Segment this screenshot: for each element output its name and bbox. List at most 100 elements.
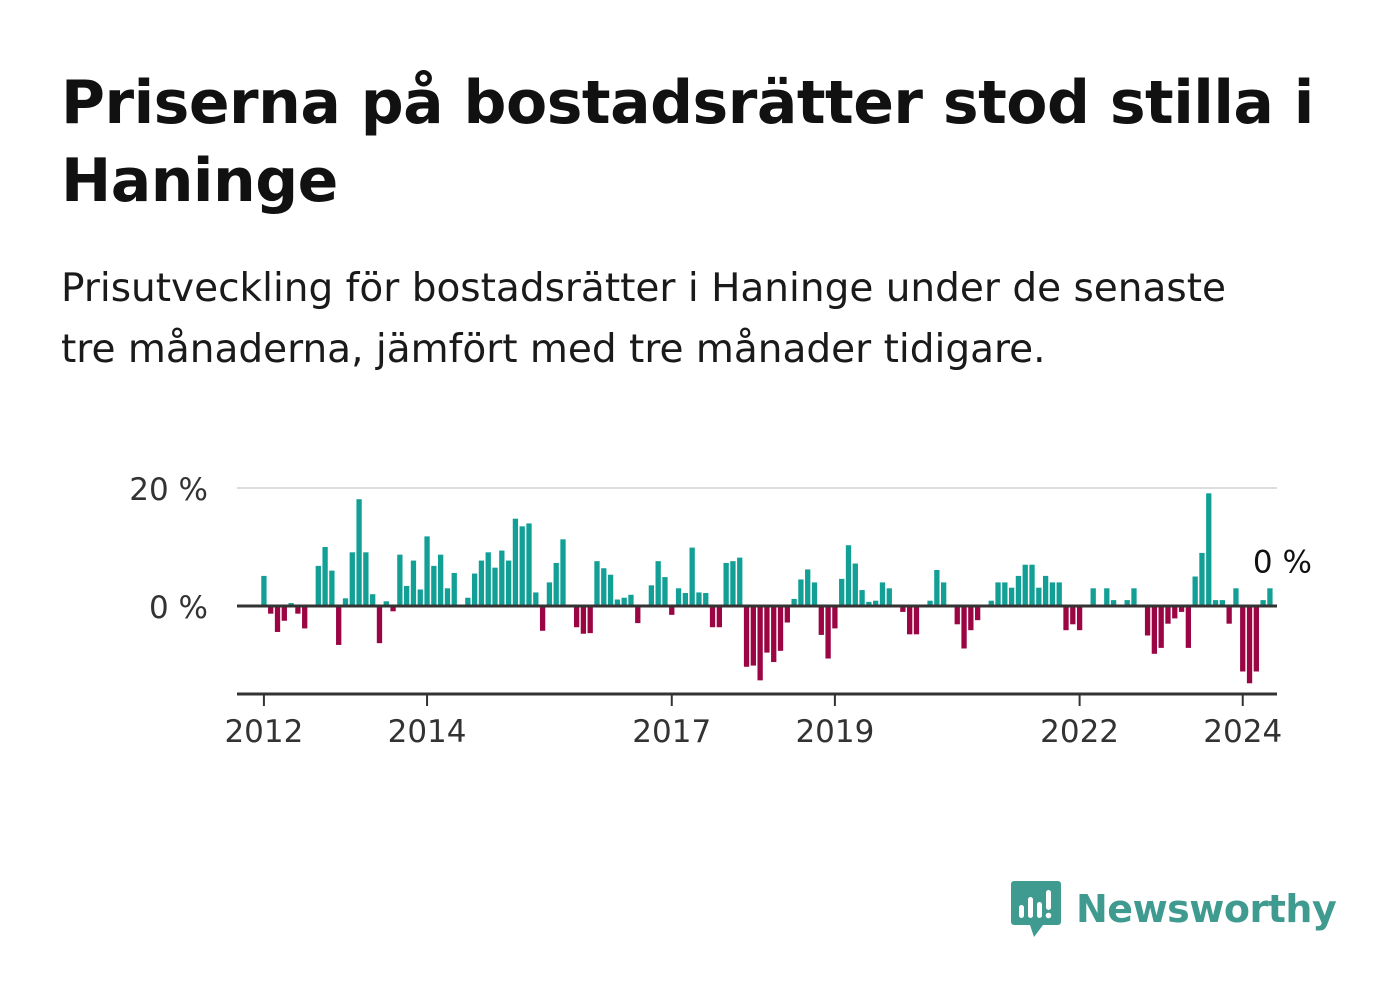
newsworthy-logo-icon bbox=[1011, 881, 1061, 937]
bar bbox=[295, 606, 301, 614]
bar bbox=[383, 601, 389, 606]
bar bbox=[1002, 582, 1008, 606]
bar-series bbox=[261, 493, 1273, 684]
bar bbox=[662, 577, 668, 606]
x-tick-label: 2017 bbox=[632, 714, 711, 750]
bar bbox=[655, 561, 661, 606]
bar bbox=[465, 597, 471, 606]
x-tick-label: 2012 bbox=[224, 714, 303, 750]
bar bbox=[1124, 600, 1130, 606]
bar bbox=[1151, 606, 1158, 654]
bar bbox=[737, 557, 743, 606]
bar bbox=[349, 552, 355, 606]
chart-subtitle: Prisutveckling för bostadsrätter i Hanin… bbox=[61, 266, 1227, 372]
y-tick-label: 0 % bbox=[149, 590, 208, 626]
bar bbox=[1219, 600, 1225, 606]
bar bbox=[1206, 493, 1212, 606]
bar bbox=[281, 606, 287, 621]
bar bbox=[533, 592, 539, 606]
bar bbox=[675, 588, 682, 606]
bar bbox=[390, 606, 396, 612]
bar bbox=[607, 574, 614, 606]
bar bbox=[873, 600, 879, 606]
bar bbox=[1240, 606, 1246, 672]
bar bbox=[743, 606, 750, 667]
bar bbox=[1076, 606, 1083, 631]
bar bbox=[995, 582, 1001, 606]
bar bbox=[519, 526, 525, 606]
bar bbox=[845, 545, 852, 606]
bar bbox=[451, 572, 457, 606]
bar bbox=[363, 552, 369, 606]
bar bbox=[1165, 606, 1171, 624]
bar bbox=[410, 560, 417, 606]
last-value-label: 0 % bbox=[1253, 544, 1312, 580]
bar bbox=[1110, 600, 1117, 606]
bar bbox=[974, 606, 981, 621]
bar bbox=[723, 562, 729, 606]
brand-logo: Newsworthy bbox=[1010, 878, 1337, 940]
bar bbox=[1042, 575, 1049, 606]
bar bbox=[376, 606, 383, 644]
bar bbox=[1104, 588, 1110, 606]
bar bbox=[417, 589, 423, 606]
bar bbox=[1036, 587, 1042, 606]
bar bbox=[1029, 564, 1035, 606]
bar bbox=[839, 578, 845, 606]
bar bbox=[927, 600, 933, 606]
bar bbox=[315, 565, 321, 606]
bar bbox=[560, 539, 566, 606]
bar bbox=[709, 606, 716, 628]
bar bbox=[370, 594, 376, 606]
bar bbox=[614, 599, 621, 606]
bar bbox=[764, 606, 770, 653]
bar bbox=[1185, 606, 1192, 648]
bar bbox=[934, 570, 940, 606]
bar bbox=[336, 606, 342, 645]
bar bbox=[431, 565, 437, 606]
bar bbox=[1056, 582, 1062, 606]
axes: 20 % 0 % 2012 2014 2017 2019 2022 2024 0 % bbox=[129, 472, 1312, 750]
bar bbox=[342, 598, 349, 606]
bar bbox=[716, 606, 722, 628]
bar bbox=[791, 598, 797, 606]
bar bbox=[526, 523, 532, 606]
brand-name: Newsworthy bbox=[1076, 887, 1337, 931]
bar bbox=[1192, 576, 1198, 606]
bar bbox=[302, 606, 308, 629]
bar bbox=[1253, 606, 1259, 672]
x-tick-label: 2022 bbox=[1040, 714, 1119, 750]
bar bbox=[1015, 575, 1022, 606]
bar bbox=[553, 562, 559, 606]
bar bbox=[648, 585, 655, 606]
bar bbox=[1226, 606, 1232, 624]
bar bbox=[805, 569, 811, 606]
bar bbox=[601, 568, 607, 606]
bar bbox=[1267, 588, 1273, 606]
bar bbox=[492, 567, 498, 606]
bar bbox=[968, 606, 974, 631]
bar bbox=[886, 588, 892, 606]
bar bbox=[329, 570, 335, 606]
bar bbox=[1260, 600, 1266, 606]
bar bbox=[818, 606, 824, 635]
bar bbox=[771, 606, 777, 663]
bar bbox=[587, 606, 593, 634]
bar bbox=[961, 606, 967, 649]
bar bbox=[1178, 606, 1185, 612]
bar bbox=[1063, 606, 1069, 631]
bar bbox=[397, 554, 403, 606]
bar bbox=[988, 600, 994, 606]
bar bbox=[913, 606, 920, 635]
bar bbox=[635, 606, 641, 624]
bar bbox=[404, 585, 410, 606]
bar bbox=[1172, 606, 1178, 619]
bar bbox=[825, 606, 831, 659]
bar bbox=[573, 606, 580, 628]
bar bbox=[424, 536, 430, 606]
bar bbox=[437, 554, 444, 606]
bar bbox=[539, 606, 546, 631]
bar bbox=[1090, 588, 1096, 606]
y-tick-label: 20 % bbox=[129, 472, 208, 508]
bar bbox=[750, 606, 756, 666]
